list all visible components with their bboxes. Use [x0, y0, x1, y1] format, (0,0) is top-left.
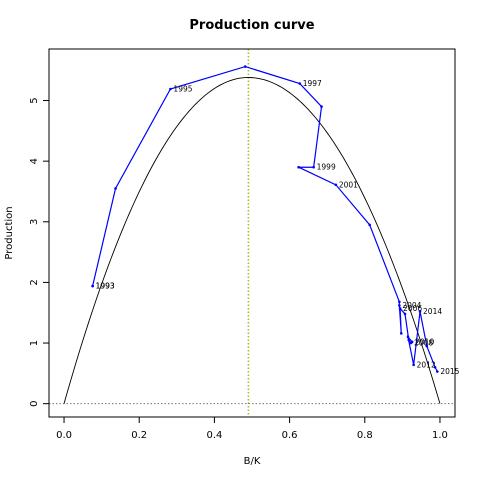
point-label: 2010 — [415, 337, 434, 346]
point-labels: 1993199319951997199920012004200620082010… — [96, 79, 460, 376]
data-point — [114, 187, 117, 190]
point-label: 1993 — [96, 282, 115, 291]
x-tick-label: 0.4 — [206, 430, 222, 441]
data-point — [399, 332, 403, 335]
reference-lines — [49, 49, 455, 417]
point-label: 1993 — [96, 282, 115, 291]
point-label: 2006 — [403, 304, 422, 313]
data-point — [398, 304, 401, 307]
data-point — [407, 338, 411, 342]
chart-title: Production curve — [189, 18, 314, 33]
data-series — [91, 65, 439, 373]
series-line — [92, 65, 438, 372]
data-point — [425, 344, 429, 348]
plot-frame — [48, 48, 456, 418]
axes: 0.0 0.2 0.4 0.6 0.8 1.0 0 1 2 3 4 5 — [29, 97, 448, 441]
y-tick-label: 4 — [29, 158, 40, 164]
y-tick-label: 2 — [29, 279, 40, 285]
point-label: 1997 — [303, 79, 322, 88]
data-point — [406, 335, 410, 339]
x-axis-label: B/K — [244, 456, 261, 467]
point-label: 2012 — [417, 360, 436, 369]
y-axis-label: Production — [4, 206, 15, 259]
point-label: 2008 — [414, 339, 433, 348]
y-tick-label: 3 — [29, 219, 40, 225]
data-point — [297, 165, 300, 169]
x-tick-label: 1.0 — [432, 430, 448, 441]
x-tick-label: 0.2 — [131, 430, 147, 441]
data-point — [398, 307, 402, 310]
fitted-curve — [63, 77, 441, 404]
point-label: 2014 — [423, 307, 442, 316]
data-point — [403, 312, 407, 316]
data-point — [298, 82, 302, 85]
y-tick-label: 0 — [29, 400, 40, 406]
data-point — [412, 363, 415, 367]
point-label: 2001 — [339, 180, 358, 189]
data-point — [433, 365, 437, 369]
data-point — [410, 340, 414, 344]
point-label: 1995 — [173, 85, 192, 94]
y-tick-label: 5 — [29, 97, 40, 103]
data-point — [243, 65, 247, 68]
fitted-curve-line — [63, 77, 441, 404]
data-point — [398, 300, 401, 304]
data-point — [91, 284, 94, 288]
point-label: 1999 — [317, 163, 336, 172]
data-point — [368, 223, 371, 227]
data-point — [418, 310, 422, 313]
data-point — [334, 183, 338, 187]
point-label: 2004 — [402, 301, 421, 310]
data-point — [436, 370, 439, 373]
x-tick-label: 0.8 — [357, 430, 373, 441]
y-tick-label: 1 — [29, 340, 40, 346]
data-point — [312, 165, 315, 169]
point-label: 2015 — [440, 367, 459, 376]
data-point — [169, 87, 172, 91]
data-point — [320, 105, 323, 108]
x-tick-label: 0.0 — [56, 430, 72, 441]
x-tick-label: 0.6 — [282, 430, 298, 441]
